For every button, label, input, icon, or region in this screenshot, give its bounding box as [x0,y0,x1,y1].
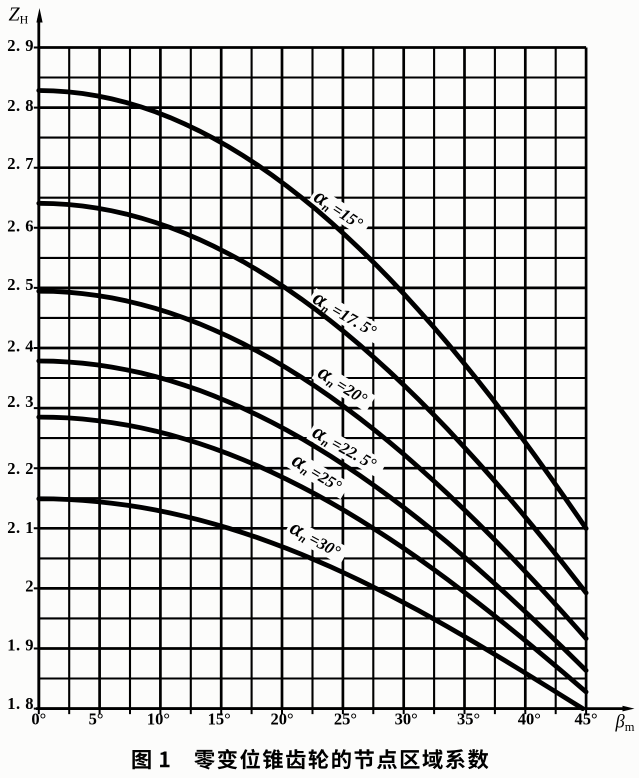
svg-text:10°: 10° [147,710,170,729]
svg-text:2. 8: 2. 8 [7,96,34,115]
svg-text:45°: 45° [575,710,598,729]
svg-text:15°: 15° [208,710,231,729]
svg-text:25°: 25° [334,710,357,729]
svg-text:2. 3: 2. 3 [7,392,34,411]
svg-text:5°: 5° [89,710,104,729]
svg-text:40°: 40° [518,710,541,729]
svg-text:35°: 35° [457,710,480,729]
svg-text:2. 2: 2. 2 [7,459,34,478]
svg-text:2. 9: 2. 9 [7,36,34,55]
svg-text:2: 2 [25,576,34,595]
svg-text:2. 6: 2. 6 [7,216,34,235]
svg-text:1. 9: 1. 9 [7,636,34,655]
svg-text:30°: 30° [395,710,418,729]
svg-text:1. 8: 1. 8 [7,694,34,713]
svg-text:20°: 20° [270,710,293,729]
svg-text:2. 5: 2. 5 [7,275,34,294]
svg-text:0°: 0° [31,710,46,729]
svg-text:2. 7: 2. 7 [7,154,34,173]
svg-text:2. 1: 2. 1 [7,518,34,537]
svg-text:2. 4: 2. 4 [7,337,34,356]
